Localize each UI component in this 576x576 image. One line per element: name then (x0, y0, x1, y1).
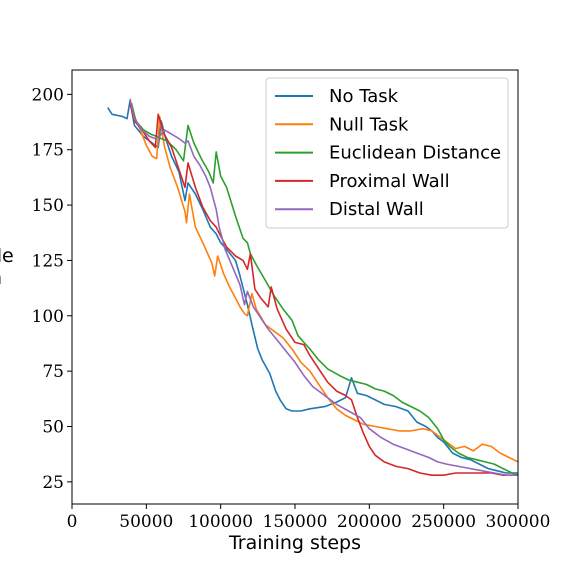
y-axis-title-line: de (0, 245, 14, 267)
y-axis-title: deh (0, 245, 14, 289)
x-tick-label: 150000 (263, 512, 328, 532)
x-tick-label: 100000 (188, 512, 253, 532)
x-tick-label: 300000 (486, 512, 551, 532)
y-tick-label: 25 (42, 473, 64, 493)
legend-label-null-task: Null Task (329, 114, 409, 135)
x-tick-label: 250000 (411, 512, 476, 532)
x-axis: 0 50000 100000 150000 200000 250000 300000 (67, 504, 551, 532)
x-axis-title: Training steps (228, 532, 361, 554)
y-tick-label: 100 (32, 307, 64, 327)
y-tick-label: 200 (32, 85, 64, 105)
legend-label-proximal-wall: Proximal Wall (329, 171, 450, 192)
legend-label-euclidean-distance: Euclidean Distance (329, 143, 501, 164)
y-tick-label: 75 (42, 362, 64, 382)
x-tick-label: 50000 (119, 512, 173, 532)
x-tick-label: 0 (67, 512, 78, 532)
y-tick-label: 150 (32, 196, 64, 216)
y-axis-title-line: h (0, 267, 2, 289)
legend-label-distal-wall: Distal Wall (329, 199, 424, 220)
legend-label-no-task: No Task (329, 86, 399, 107)
x-tick-label: 200000 (337, 512, 402, 532)
y-tick-label: 175 (32, 141, 64, 161)
y-tick-label: 50 (42, 418, 64, 438)
y-axis: 25 50 75 100 125 150 175 200 (32, 85, 72, 493)
y-tick-label: 125 (32, 251, 64, 271)
legend: No Task Null Task Euclidean Distance Proxim… (266, 78, 508, 228)
